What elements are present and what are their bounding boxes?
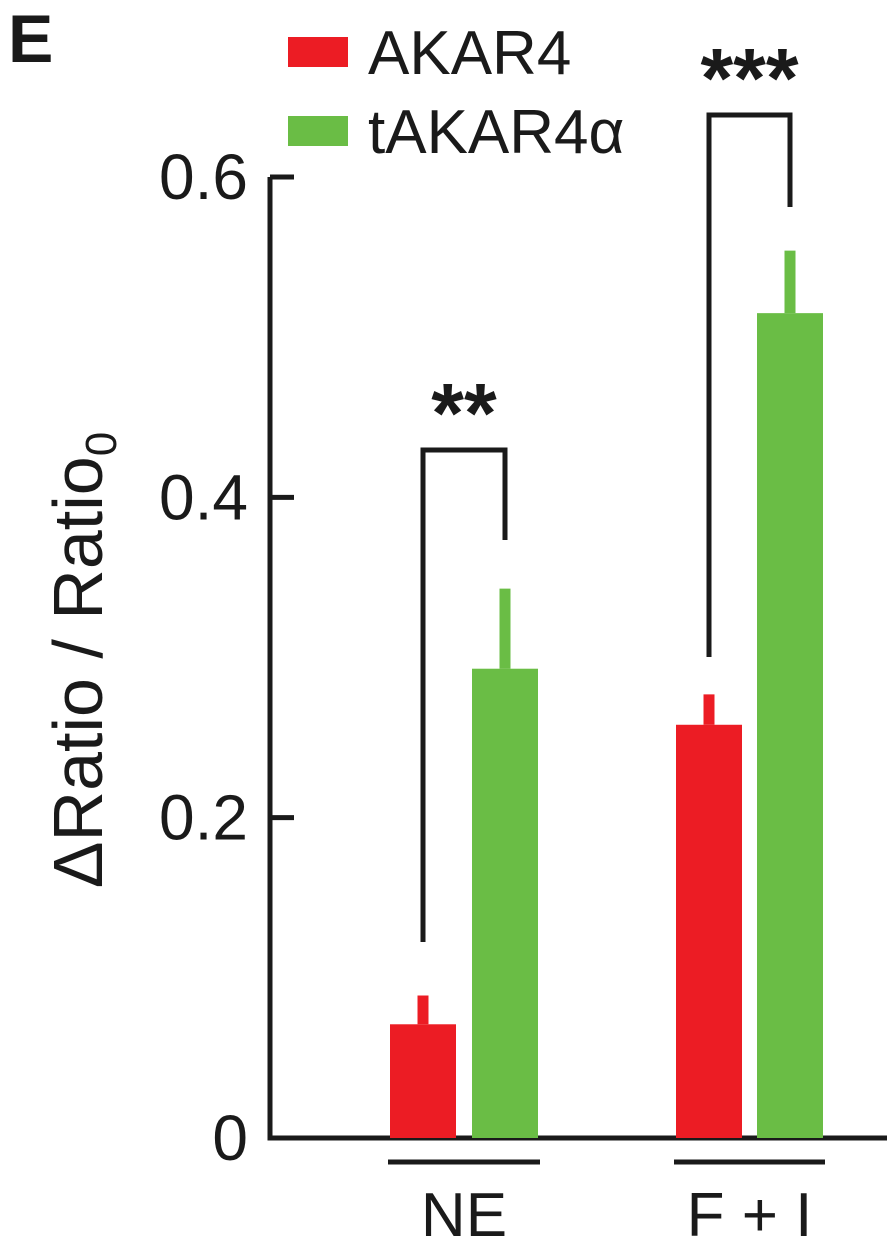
legend: AKAR4 tAKAR4α: [288, 19, 624, 167]
significance-marker: ***: [700, 31, 798, 125]
y-tick-label: 0.6: [159, 141, 248, 213]
panel-label: E: [8, 1, 53, 77]
category-label: NE: [421, 1181, 507, 1245]
category-labels: NE F + I: [388, 1159, 825, 1245]
y-axis: 0 0.2 0.4 0.6: [159, 141, 887, 1174]
bar: [676, 724, 742, 1138]
significance-marker: **: [431, 366, 497, 460]
legend-swatch: [288, 37, 348, 67]
category-label: F + I: [687, 1181, 813, 1245]
significance-bracket: [420, 447, 508, 942]
y-tick-label: 0: [212, 1102, 248, 1174]
significance-bracket: [706, 112, 793, 657]
legend-swatch: [288, 116, 348, 146]
legend-label: tAKAR4α: [368, 98, 624, 167]
bar: [757, 313, 823, 1138]
y-axis-label-main: ΔRatio / Ratio: [39, 456, 117, 888]
error-bars: [417, 250, 796, 1025]
bar: [390, 1024, 456, 1138]
y-axis-label: ΔRatio / Ratio0: [39, 432, 126, 888]
significance-brackets: *****: [420, 31, 799, 942]
y-tick-label: 0.4: [159, 461, 248, 533]
bars: [390, 313, 823, 1138]
bar: [472, 668, 538, 1138]
y-tick-label: 0.2: [159, 782, 248, 854]
y-axis-label-subscript: 0: [77, 432, 126, 456]
legend-label: AKAR4: [368, 19, 571, 88]
